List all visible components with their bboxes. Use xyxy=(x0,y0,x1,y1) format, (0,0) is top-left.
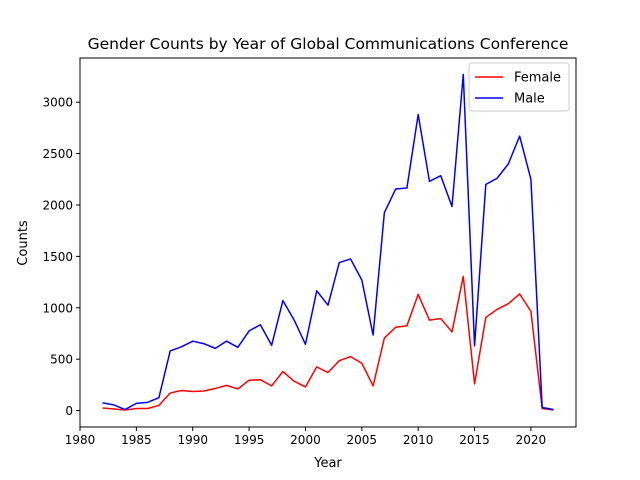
chart-title: Gender Counts by Year of Global Communic… xyxy=(88,35,569,53)
x-tick-label: 2005 xyxy=(347,433,378,447)
y-tick-label: 3000 xyxy=(42,96,73,110)
y-tick-label: 500 xyxy=(50,353,73,367)
x-tick-label: 1980 xyxy=(65,433,96,447)
x-tick-label: 2010 xyxy=(403,433,434,447)
y-tick-label: 2500 xyxy=(42,147,73,161)
x-tick-label: 1985 xyxy=(121,433,152,447)
y-tick-label: 0 xyxy=(65,404,73,418)
series-line-female xyxy=(102,275,554,411)
x-axis: 1980 1985 1990 1995 2000 2005 2010 2015 2020 xyxy=(65,427,546,447)
x-tick-label: 2020 xyxy=(516,433,547,447)
x-tick-label: 2000 xyxy=(290,433,321,447)
y-tick-label: 1500 xyxy=(42,250,73,264)
legend: Female Male xyxy=(468,62,570,112)
y-tick-label: 1000 xyxy=(42,301,73,315)
legend-box xyxy=(468,62,570,112)
y-axis: 0 500 1000 1500 2000 2500 3000 xyxy=(42,96,80,418)
x-tick-label: 2015 xyxy=(459,433,490,447)
legend-label-female: Female xyxy=(514,71,561,86)
x-axis-label: Year xyxy=(313,456,342,471)
legend-label-male: Male xyxy=(514,92,545,107)
y-tick-label: 2000 xyxy=(42,198,73,212)
x-tick-label: 1990 xyxy=(177,433,208,447)
plot-frame xyxy=(79,57,577,428)
plot-lines xyxy=(102,73,554,411)
x-tick-label: 1995 xyxy=(234,433,265,447)
y-axis-label: Counts xyxy=(16,220,31,266)
series-line-male xyxy=(102,73,554,411)
